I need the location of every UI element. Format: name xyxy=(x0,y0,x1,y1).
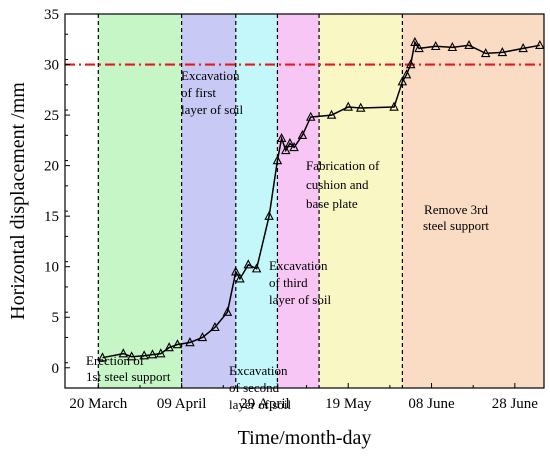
phase-label-line: layer of soil xyxy=(269,292,331,307)
y-tick-label: 30 xyxy=(44,58,59,74)
phase-band xyxy=(235,14,278,388)
x-tick-label: 09 April xyxy=(157,396,207,412)
phase-band xyxy=(277,14,320,388)
y-tick-label: 0 xyxy=(52,361,60,377)
data-point xyxy=(355,102,366,112)
x-tick-label: 08 June xyxy=(408,396,455,412)
phase-label-line: layer of soil xyxy=(181,102,243,117)
y-tick-label: 5 xyxy=(52,310,60,326)
phase-label-line: base plate xyxy=(306,196,358,211)
y-tick-label: 15 xyxy=(44,209,59,225)
x-axis-title: Time/month-day xyxy=(238,427,372,449)
phase-label: Excavation of third layer of soil xyxy=(269,258,331,307)
phase-label: Erection of 1st steel support xyxy=(86,353,171,384)
phase-label-line: Excavation xyxy=(181,68,240,83)
data-point xyxy=(276,132,287,143)
data-point xyxy=(326,109,337,119)
x-tick-label: 20 March xyxy=(69,396,127,412)
phase-bands xyxy=(98,14,544,388)
data-point xyxy=(185,337,195,347)
data-point xyxy=(172,339,183,349)
phase-label: Excavation of first layer of soil xyxy=(181,68,243,117)
data-point xyxy=(410,36,420,47)
data-point xyxy=(118,348,129,358)
x-tick-label: 28 June xyxy=(492,396,539,412)
data-point xyxy=(480,48,491,58)
phase-boundary-lines xyxy=(97,14,403,388)
data-point xyxy=(389,101,399,111)
x-tick-label: 29 April xyxy=(240,396,290,412)
data-point xyxy=(535,39,545,50)
data-point xyxy=(210,321,220,332)
data-point xyxy=(305,111,316,121)
y-tick-label: 20 xyxy=(44,159,59,175)
phase-labels: Erection of 1st steel support Excavation of… xyxy=(86,68,489,412)
phase-band xyxy=(181,14,236,388)
phase-label-line: Excavation xyxy=(229,363,288,378)
data-point xyxy=(139,350,149,360)
phase-band xyxy=(402,14,544,388)
data-point xyxy=(405,59,416,69)
phase-label-line: cushion and xyxy=(306,177,369,192)
data-point xyxy=(430,40,441,51)
data-point xyxy=(280,145,291,155)
data-point xyxy=(147,349,158,359)
data-point xyxy=(235,273,245,283)
data-point xyxy=(518,42,528,53)
y-tick-label: 25 xyxy=(44,108,59,124)
y-tick-label: 35 xyxy=(44,7,59,23)
data-point xyxy=(197,332,208,342)
data-point xyxy=(401,69,412,79)
data-point xyxy=(156,348,166,358)
phase-label-line: Excavation xyxy=(269,258,328,273)
phase-label-line: of first xyxy=(181,85,216,100)
data-point xyxy=(397,76,408,86)
phase-label: Remove 3rd steel support xyxy=(423,202,489,233)
data-point xyxy=(464,39,474,50)
phase-band xyxy=(98,14,182,388)
phase-label-line: of third xyxy=(269,275,308,290)
phase-band xyxy=(319,14,403,388)
series-displacement xyxy=(97,36,545,362)
axes: 0 5 10 15 20 25 30 35 20 March 09 April 29 April 19… xyxy=(44,7,545,412)
data-point xyxy=(414,42,424,53)
data-point xyxy=(164,342,174,352)
data-point xyxy=(272,155,283,165)
data-point xyxy=(251,263,262,273)
data-point xyxy=(447,41,458,52)
data-point xyxy=(285,137,295,148)
x-tick-label: 19 May xyxy=(325,396,372,412)
y-tick-label: 10 xyxy=(44,260,59,276)
data-point xyxy=(264,210,274,220)
data-point xyxy=(289,142,299,152)
phase-label-line: Remove 3rd xyxy=(424,202,488,217)
data-point xyxy=(222,306,233,316)
y-axis-title: Horizontal displacement /mm xyxy=(7,82,29,320)
data-point xyxy=(231,266,241,276)
phase-label-line: layer of soil xyxy=(229,397,291,412)
data-point xyxy=(126,351,137,361)
phase-label-line: 1st steel support xyxy=(86,369,171,384)
plot-frame xyxy=(64,13,545,389)
data-point xyxy=(243,259,254,269)
phase-label-line: Erection of xyxy=(86,353,145,368)
phase-label-line: Fabrication of xyxy=(306,158,380,173)
phase-label-line: steel support xyxy=(423,218,489,233)
data-point xyxy=(97,352,108,362)
data-point xyxy=(343,101,353,111)
phase-label: Fabrication of cushion and base plate xyxy=(306,158,380,211)
data-point xyxy=(297,129,308,139)
data-point xyxy=(497,47,508,57)
